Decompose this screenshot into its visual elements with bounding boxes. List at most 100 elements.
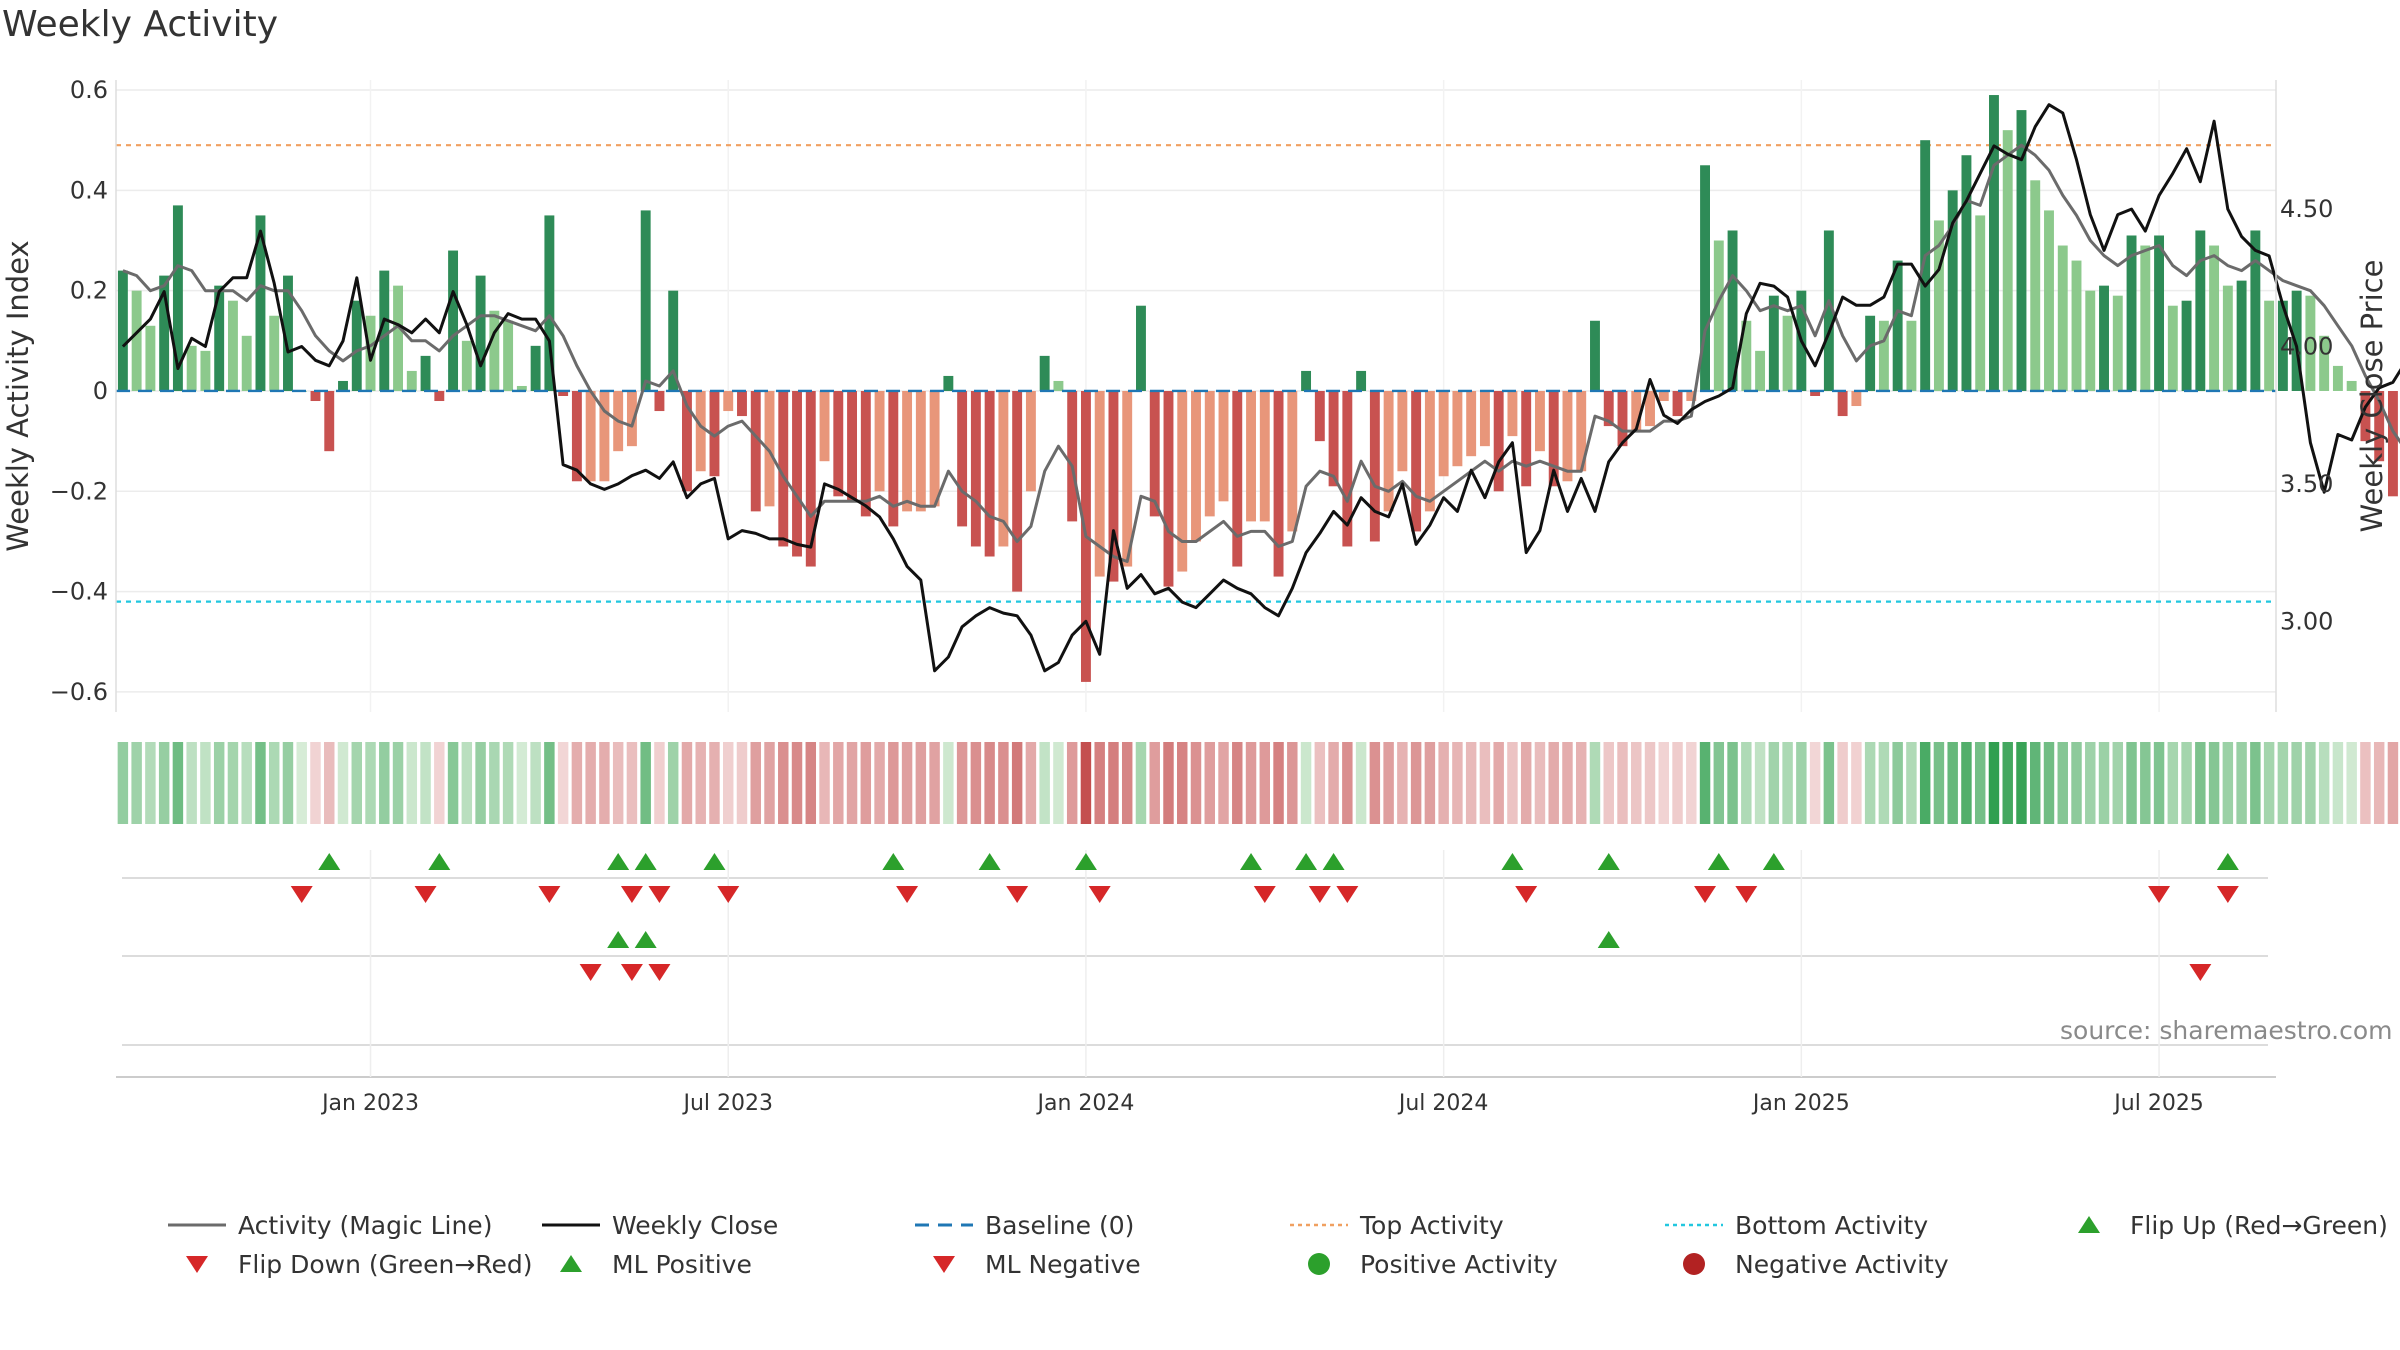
- heat-cell: [2153, 742, 2165, 824]
- activity-bar: [957, 390, 968, 527]
- activity-bar: [1851, 390, 1862, 407]
- legend-swatch: [933, 1256, 955, 1273]
- heat-cell: [1232, 742, 1243, 824]
- activity-bar: [255, 215, 266, 391]
- legend-item: Weekly Close: [542, 1211, 778, 1240]
- activity-bar: [310, 390, 321, 402]
- activity-bar: [1768, 295, 1779, 391]
- x-tick-label: Jul 2023: [681, 1091, 773, 1116]
- heat-cell: [337, 742, 349, 824]
- legend-item: Top Activity: [1290, 1211, 1504, 1240]
- activity-bar: [1672, 390, 1683, 417]
- heat-cell: [1534, 742, 1546, 824]
- activity-bar: [1865, 315, 1876, 391]
- activity-bar: [159, 275, 170, 391]
- heat-cell: [681, 742, 693, 824]
- heat-cell: [1177, 742, 1188, 824]
- heat-cell: [2181, 742, 2192, 824]
- activity-bar: [2099, 285, 2109, 391]
- y-tick-label: 0: [93, 377, 108, 405]
- heat-cell: [1465, 742, 1477, 824]
- activity-bar: [1094, 390, 1105, 577]
- activity-bar: [448, 250, 459, 391]
- heat-cell: [351, 742, 362, 824]
- activity-bar: [434, 390, 445, 402]
- activity-bar: [1204, 390, 1215, 517]
- y-tick-label: 0.4: [70, 176, 108, 204]
- y-tick-label: −0.6: [50, 678, 108, 706]
- heat-cell: [1961, 742, 1972, 824]
- activity-bar: [200, 350, 211, 391]
- heat-cell: [2140, 742, 2151, 824]
- heat-cell: [1204, 742, 1215, 824]
- heat-cell: [667, 742, 679, 824]
- activity-bar: [1810, 390, 1821, 396]
- heat-cell: [1947, 742, 1958, 824]
- heat-cell: [2236, 742, 2247, 824]
- activity-bar: [998, 390, 1009, 547]
- activity-bar: [2167, 305, 2178, 391]
- heat-cell: [1452, 742, 1463, 824]
- heat-cell: [1287, 742, 1298, 824]
- activity-bar: [682, 390, 692, 492]
- activity-bar: [860, 390, 871, 517]
- heat-cell: [805, 742, 817, 824]
- activity-bar: [1012, 390, 1023, 592]
- heat-cell: [2195, 742, 2206, 824]
- heat-cell: [833, 742, 844, 824]
- activity-bar: [1136, 305, 1146, 391]
- activity-bar: [2044, 210, 2054, 391]
- heat-cell: [2057, 742, 2068, 824]
- heat-cell: [970, 742, 982, 824]
- heat-cell: [736, 742, 748, 824]
- heat-cell: [1919, 742, 1931, 824]
- legend-label: ML Negative: [985, 1250, 1141, 1279]
- activity-bar: [338, 380, 348, 391]
- source-credit: source: sharemaestro.com: [2060, 1016, 2393, 1045]
- heat-cell: [2126, 742, 2137, 824]
- legend-swatch: [1308, 1253, 1330, 1275]
- heat-cell: [1782, 742, 1793, 824]
- heat-cell: [585, 742, 596, 824]
- heat-cell: [1438, 742, 1449, 824]
- activity-bar: [1507, 390, 1518, 437]
- heat-cell: [695, 742, 706, 824]
- activity-bar: [241, 335, 252, 391]
- heat-cell: [1493, 742, 1504, 824]
- heat-cell: [929, 742, 940, 824]
- heat-cell: [241, 742, 252, 824]
- heat-cell: [874, 742, 885, 824]
- activity-bar: [2085, 290, 2096, 391]
- x-tick-label: Jan 2023: [320, 1091, 419, 1116]
- activity-bar: [2291, 290, 2302, 391]
- heat-cell: [915, 742, 927, 824]
- activity-bar: [2209, 245, 2220, 391]
- ml-positive-marker: [607, 931, 630, 948]
- legend-label: Negative Activity: [1735, 1250, 1949, 1279]
- flip-down-marker: [1694, 886, 1717, 903]
- activity-bar: [2181, 300, 2192, 391]
- flip-down-marker: [1515, 886, 1538, 903]
- heat-cell: [447, 742, 459, 824]
- legend-swatch: [1683, 1253, 1705, 1275]
- flip-up-marker: [634, 853, 657, 870]
- activity-bar: [970, 390, 981, 547]
- heat-cell: [227, 742, 239, 824]
- activity-bar: [2112, 295, 2123, 391]
- activity-bar: [420, 355, 431, 391]
- activity-bar: [2332, 365, 2343, 391]
- heat-cell: [1397, 742, 1408, 824]
- heat-cell: [1548, 742, 1559, 824]
- activity-bar: [1645, 390, 1655, 427]
- heat-cell: [406, 742, 418, 824]
- activity-bar: [1149, 390, 1160, 517]
- flip-up-marker: [1707, 853, 1730, 870]
- activity-bar: [764, 390, 775, 507]
- legend-item: Negative Activity: [1683, 1250, 1949, 1279]
- activity-bar: [888, 390, 899, 527]
- activity-bars: [117, 95, 2398, 682]
- heat-cell: [1988, 742, 2000, 824]
- y-tick-label: −0.4: [50, 578, 108, 606]
- heat-cell: [709, 742, 720, 824]
- heat-cell: [516, 742, 528, 824]
